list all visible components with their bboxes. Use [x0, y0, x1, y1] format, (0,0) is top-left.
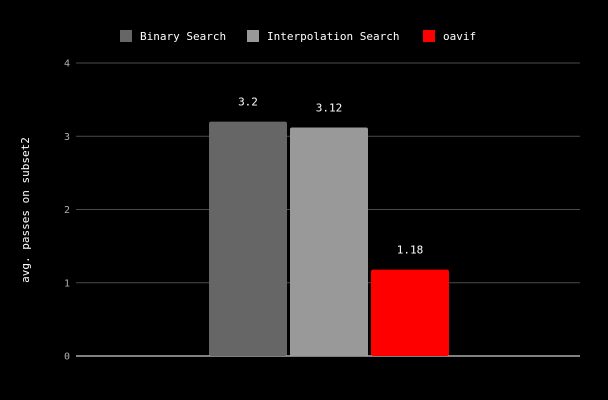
data-label: 3.2	[238, 96, 258, 109]
y-tick-label: 3	[64, 132, 70, 143]
y-tick-label: 2	[64, 205, 70, 216]
legend-swatch	[423, 30, 435, 42]
data-label: 3.12	[316, 101, 343, 114]
bar-oavif	[371, 269, 449, 356]
y-axis-ticks: 0 1 2 3 4	[64, 59, 70, 363]
legend: Binary Search Interpolation Search oavif	[120, 30, 476, 43]
y-tick-label: 0	[64, 352, 70, 363]
legend-swatch	[120, 30, 132, 42]
bar-interpolation-search	[290, 127, 368, 357]
y-tick-label: 4	[64, 59, 70, 70]
legend-label: Binary Search	[140, 30, 226, 43]
data-labels: 3.2 3.12 1.18	[238, 96, 423, 257]
data-label: 1.18	[397, 244, 424, 257]
legend-label: Interpolation Search	[267, 30, 399, 43]
bars	[209, 121, 449, 357]
bar-binary-search	[209, 121, 287, 356]
legend-swatch	[247, 30, 259, 42]
y-tick-label: 1	[64, 278, 70, 289]
y-axis-label: avg. passes on subset2	[19, 137, 32, 283]
legend-label: oavif	[443, 30, 476, 43]
